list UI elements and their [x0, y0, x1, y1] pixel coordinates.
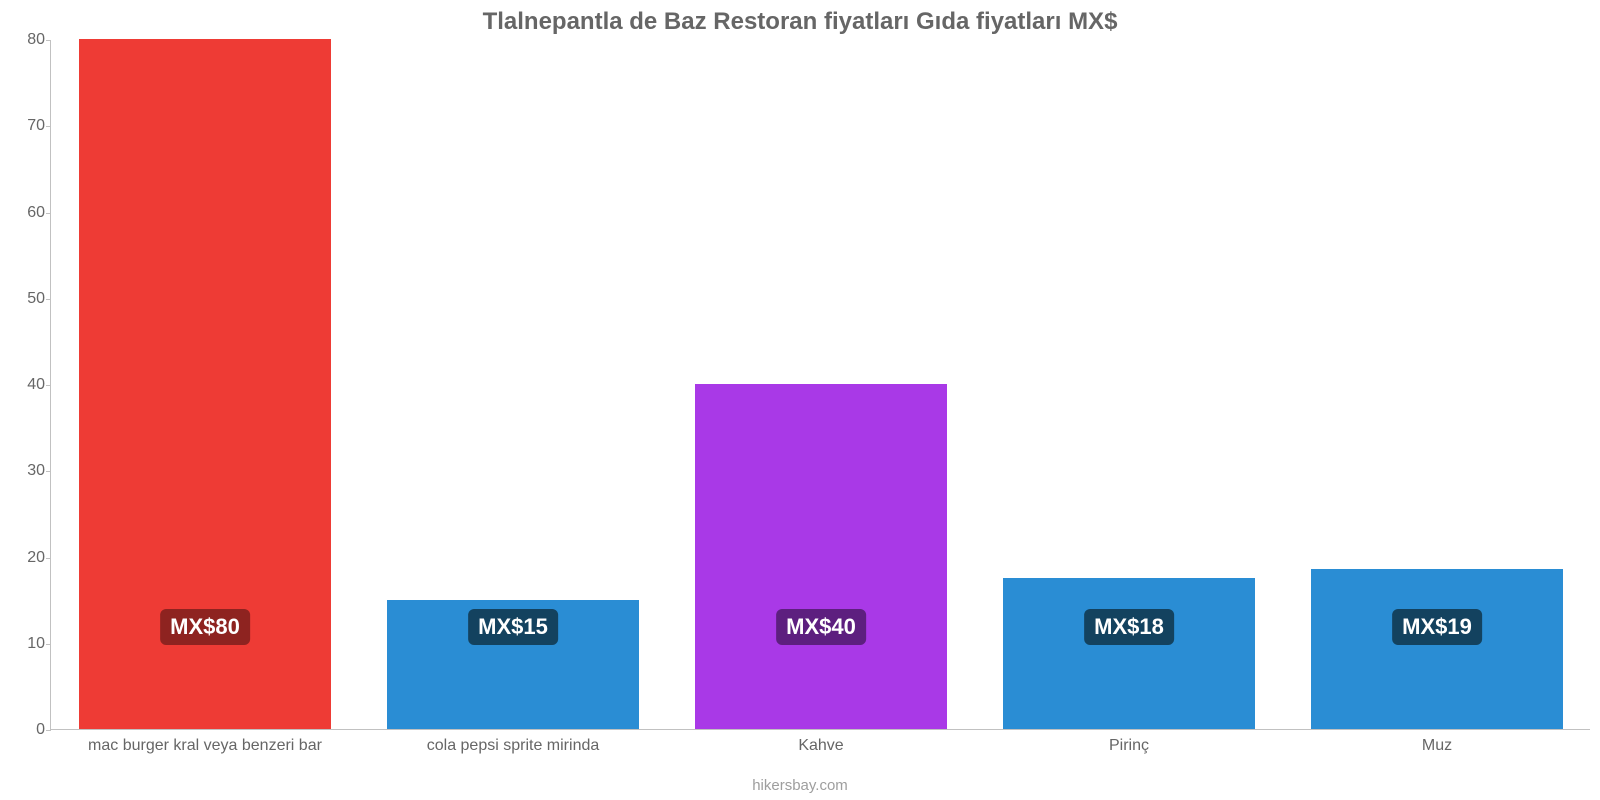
- y-axis-tick-mark: [46, 730, 51, 731]
- bar-value-badge: MX$18: [1084, 609, 1174, 645]
- bar-fill: [695, 384, 948, 729]
- y-axis-tick-label: 80: [11, 31, 45, 49]
- bar-value-badge: MX$15: [468, 609, 558, 645]
- y-axis-tick-label: 40: [11, 376, 45, 394]
- y-axis-tick-label: 70: [11, 117, 45, 135]
- y-axis-tick-mark: [46, 558, 51, 559]
- bar-value-badge: MX$40: [776, 609, 866, 645]
- y-axis-tick-mark: [46, 385, 51, 386]
- x-axis-category-label: cola pepsi sprite mirinda: [363, 737, 663, 755]
- plot-area: 01020304050607080MX$80mac burger kral ve…: [50, 40, 1590, 730]
- bar: [695, 384, 948, 729]
- credit-text: hikersbay.com: [0, 777, 1600, 794]
- y-axis-tick-mark: [46, 471, 51, 472]
- y-axis-tick-mark: [46, 213, 51, 214]
- x-axis-category-label: Muz: [1287, 737, 1587, 755]
- x-axis-category-label: mac burger kral veya benzeri bar: [55, 737, 355, 755]
- bar: [1311, 569, 1564, 729]
- bar: [1003, 578, 1256, 729]
- y-axis-tick-mark: [46, 40, 51, 41]
- y-axis-tick-label: 50: [11, 290, 45, 308]
- y-axis-tick-label: 10: [11, 635, 45, 653]
- y-axis-tick-mark: [46, 299, 51, 300]
- chart-title: Tlalnepantla de Baz Restoran fiyatları G…: [0, 8, 1600, 36]
- y-axis-tick-mark: [46, 126, 51, 127]
- y-axis-tick-label: 20: [11, 549, 45, 567]
- x-axis-category-label: Pirinç: [979, 737, 1279, 755]
- y-axis-tick-label: 60: [11, 204, 45, 222]
- y-axis-tick-mark: [46, 644, 51, 645]
- bar-fill: [1003, 578, 1256, 729]
- x-axis-category-label: Kahve: [671, 737, 971, 755]
- bar-value-badge: MX$80: [160, 609, 250, 645]
- price-chart: Tlalnepantla de Baz Restoran fiyatları G…: [0, 0, 1600, 800]
- bar-value-badge: MX$19: [1392, 609, 1482, 645]
- y-axis-tick-label: 0: [11, 721, 45, 739]
- y-axis-tick-label: 30: [11, 462, 45, 480]
- bar-fill: [1311, 569, 1564, 729]
